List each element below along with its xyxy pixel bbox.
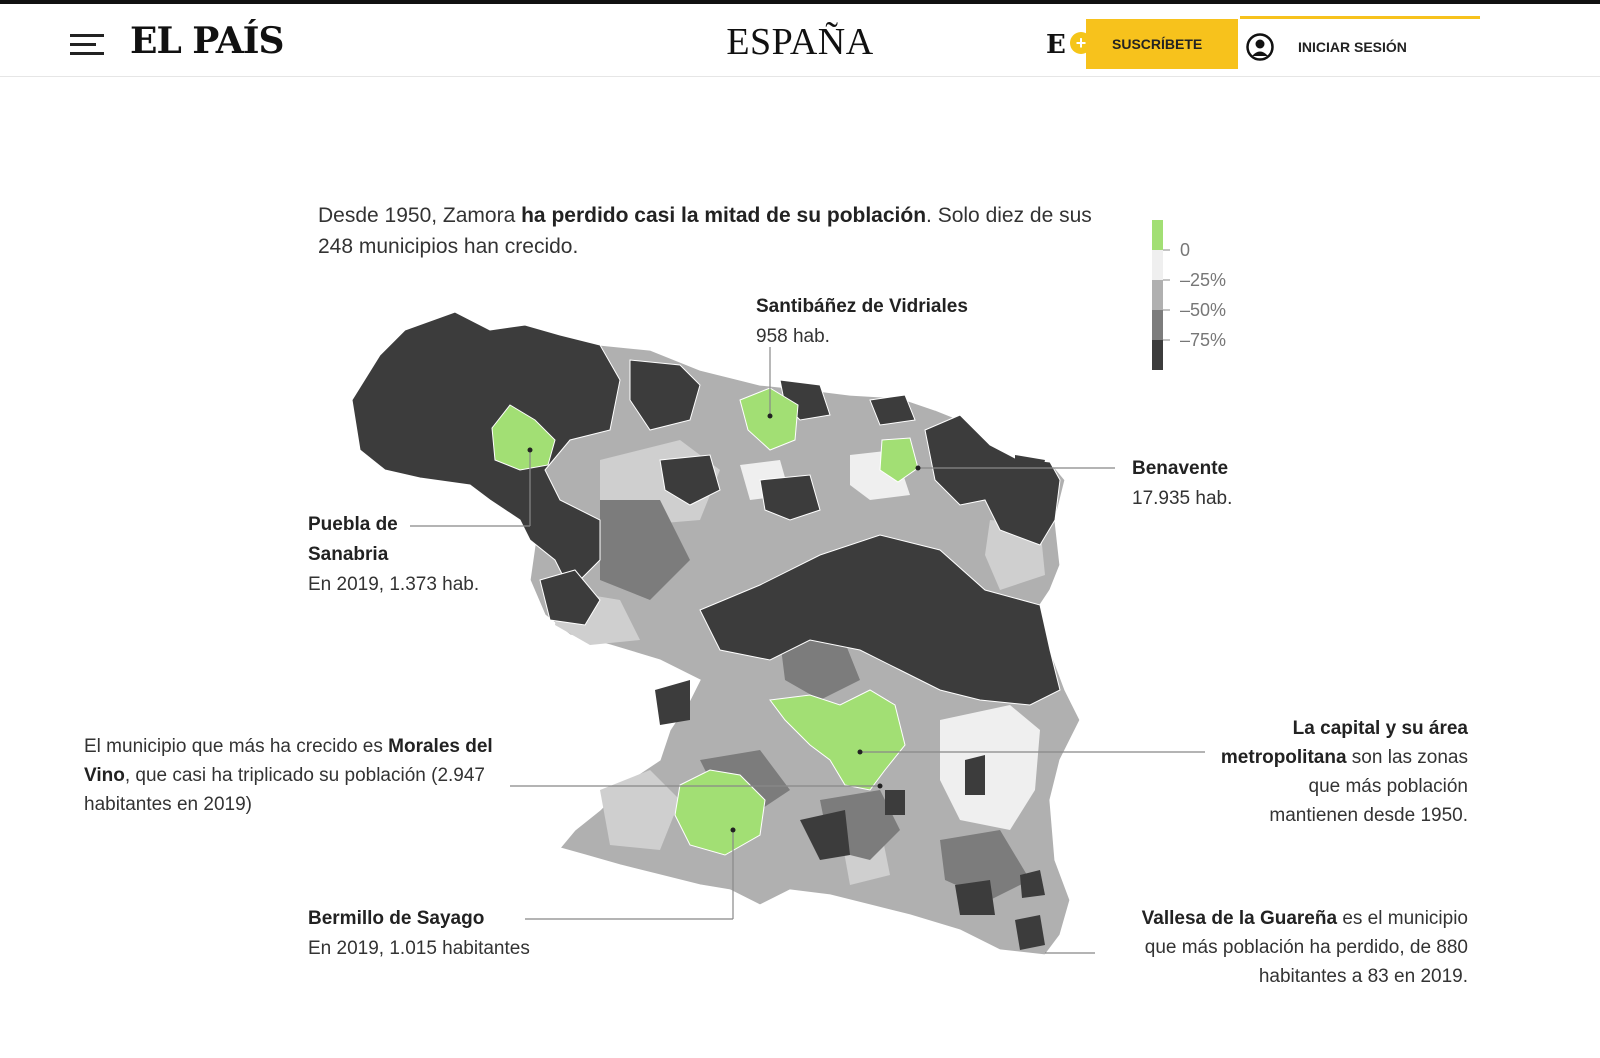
grew-puebla-de-sanabria (491, 404, 556, 471)
legend-label: –25% (1180, 270, 1227, 290)
subscribe-button[interactable]: SUSCRÍBETE (1086, 19, 1238, 69)
region-dark (659, 454, 721, 506)
region-dark (955, 880, 995, 915)
region-dark (351, 311, 621, 591)
anchor-dots (527, 413, 921, 833)
region-dark (629, 359, 701, 431)
region-mid-dark (600, 500, 690, 600)
annotation-benavente: Benavente 17.935 hab. (1132, 458, 1233, 509)
annotation-bermillo: Bermillo de Sayago En 2019, 1.015 habitan… (308, 908, 530, 959)
region-dark (924, 414, 1061, 546)
legend-scale (1152, 220, 1170, 370)
connector-lines (410, 347, 1205, 954)
region-dark (539, 569, 601, 626)
menu-icon[interactable] (70, 34, 104, 56)
annotation-morales-del-vino: El municipio que más ha crecido es Moral… (84, 736, 493, 815)
region-dark (699, 534, 1061, 706)
region-dark (885, 790, 905, 815)
grew-bermillo-de-sayago (674, 769, 766, 856)
region-dark (759, 474, 821, 521)
login-label: INICIAR SESIÓN (1298, 39, 1407, 55)
annotation-capital: La capital y su área metropolitana son l… (1220, 718, 1468, 826)
user-icon (1246, 33, 1274, 61)
legend-label: –50% (1180, 300, 1227, 320)
region-mid-dark (780, 630, 860, 700)
region-dark (965, 755, 985, 795)
annotation-santibanez: Santibáñez de Vidriales 958 hab. (756, 296, 968, 347)
grew-benavente (879, 437, 919, 483)
login-button[interactable]: INICIAR SESIÓN (1240, 16, 1480, 75)
annotation-puebla: Puebla de Sanabria En 2019, 1.373 hab. (308, 514, 480, 595)
site-logo[interactable]: EL PAÍS (130, 20, 285, 62)
legend-label: 0 (1180, 240, 1191, 260)
section-title[interactable]: ESPAÑA (726, 21, 874, 63)
region-mid-dark (940, 830, 1030, 900)
annotation-vallesa: Vallesa de la Guareña es el municipio qu… (1141, 908, 1468, 987)
site-header: EL PAÍS ESPAÑA E + SUSCRÍBETE INICIAR SE… (0, 4, 1600, 77)
region-dark (869, 394, 916, 426)
region-dark (1015, 915, 1045, 950)
legend-label: –75% (1180, 330, 1227, 350)
premium-badge: E (1046, 30, 1066, 60)
region-dark (655, 680, 690, 725)
region-dark (1020, 870, 1045, 898)
grew-capital-area (769, 689, 906, 791)
intro-text: Desde 1950, Zamora ha perdido casi la mi… (318, 204, 1092, 258)
region-light (600, 770, 680, 850)
top-rule (0, 0, 1600, 4)
region-very-light (940, 705, 1040, 830)
region-dark (800, 810, 850, 860)
